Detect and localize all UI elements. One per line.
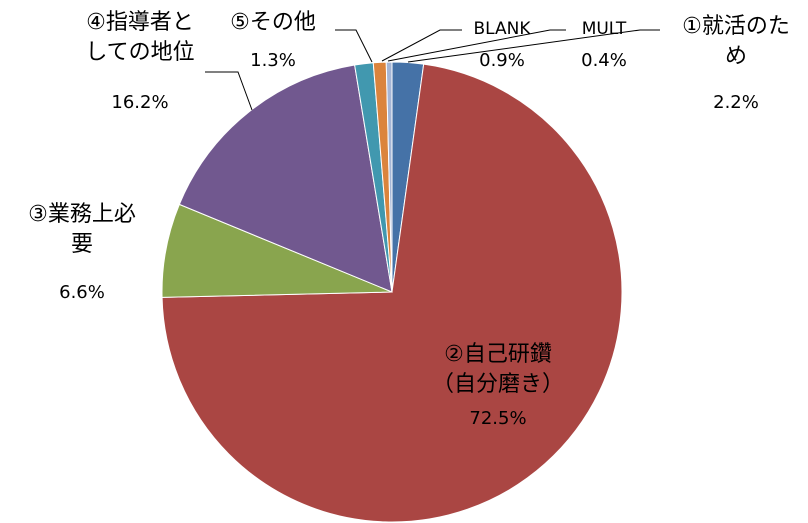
value-label: 0.9% bbox=[479, 50, 525, 71]
slice-label: ②自己研鑽（自分磨き） bbox=[431, 342, 564, 397]
slice bbox=[178, 64, 393, 293]
leader-line bbox=[205, 71, 253, 111]
slice-label: ③業務上必要 bbox=[28, 202, 136, 257]
slices bbox=[161, 61, 623, 523]
leader-line bbox=[407, 29, 660, 63]
leader-lines bbox=[205, 29, 660, 111]
leader-line bbox=[335, 29, 373, 63]
slice-label: ④指導者としての地位 bbox=[85, 10, 195, 65]
value-label: 2.2% bbox=[713, 92, 759, 113]
leader-line bbox=[387, 29, 566, 62]
value-label: 0.4% bbox=[581, 50, 627, 71]
value-label: 16.2% bbox=[111, 92, 169, 113]
slice bbox=[385, 61, 393, 293]
slice-label: MULT bbox=[581, 19, 627, 39]
slice-label: ①就活のため bbox=[682, 14, 790, 69]
slice-label: ⑤その他 bbox=[230, 10, 316, 35]
slice-label: BLANK bbox=[473, 19, 531, 39]
value-label: 6.6% bbox=[59, 282, 105, 303]
slice bbox=[161, 63, 623, 523]
leader-line bbox=[381, 29, 462, 62]
value-label: 1.3% bbox=[250, 50, 296, 71]
value-label: 72.5% bbox=[469, 408, 527, 429]
